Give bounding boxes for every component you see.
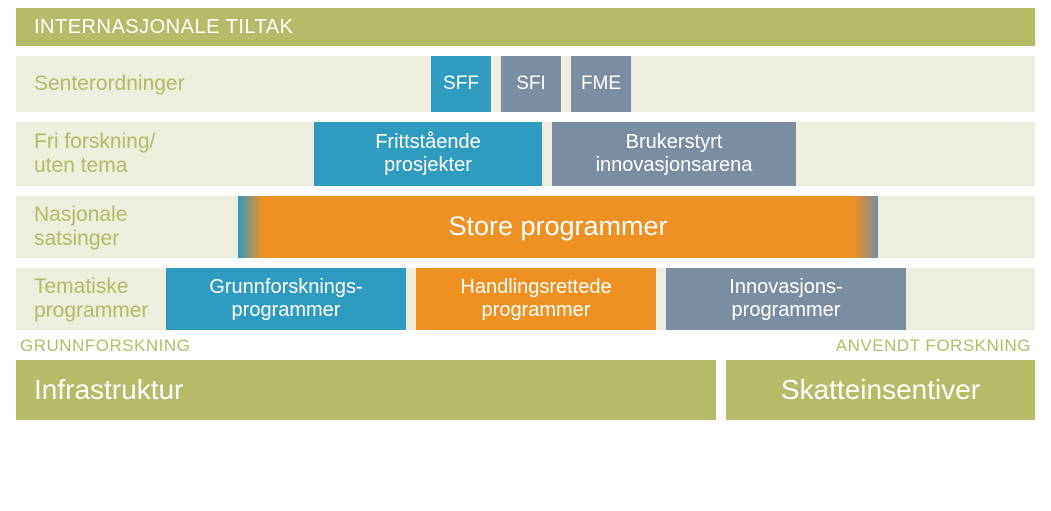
box-fme: FME <box>571 56 631 112</box>
row-label-nasjonale-satsinger: Nasjonalesatsinger <box>16 196 238 258</box>
box-store-programmer: Store programmer <box>238 196 878 258</box>
box-frittst-ende-prosjekter: Frittståendeprosjekter <box>314 122 542 186</box>
axis-right-label: ANVENDT FORSKNING <box>836 336 1031 356</box>
axis-labels: GRUNNFORSKNING ANVENDT FORSKNING <box>16 336 1035 356</box>
row-label-fri-forskning: Fri forskning/uten tema <box>16 122 314 186</box>
row-fri-forskning: Fri forskning/uten tema Frittståendepros… <box>16 122 1035 186</box>
bottom-row: Infrastruktur Skatteinsentiver <box>16 360 1035 420</box>
box-handlingsrettede-programmer: Handlingsrettedeprogrammer <box>416 268 656 330</box>
axis-left-label: GRUNNFORSKNING <box>20 336 190 356</box>
box-brukerstyrt-innovasjonsarena: Brukerstyrtinnovasjonsarena <box>552 122 796 186</box>
header-bar: INTERNASJONALE TILTAK <box>16 8 1035 46</box>
header-label: INTERNASJONALE TILTAK <box>34 16 293 39</box>
funding-structure-diagram: INTERNASJONALE TILTAK Senterordninger SF… <box>16 8 1035 420</box>
box-sfi: SFI <box>501 56 561 112</box>
box-skatteinsentiver: Skatteinsentiver <box>726 360 1035 420</box>
row-label-tematiske-programmer: Tematiskeprogrammer <box>16 268 166 330</box>
box-innovasjons-programmer: Innovasjons-programmer <box>666 268 906 330</box>
row-tematiske-programmer: Tematiskeprogrammer Grunnforsknings-prog… <box>16 268 1035 330</box>
row-senterordninger: Senterordninger SFFSFIFME <box>16 56 1035 112</box>
row-nasjonale-satsinger: Nasjonalesatsinger Store programmer <box>16 196 1035 258</box>
row-label-senterordninger: Senterordninger <box>16 56 431 112</box>
box-infrastruktur: Infrastruktur <box>16 360 716 420</box>
box-grunnforsknings-programmer: Grunnforsknings-programmer <box>166 268 406 330</box>
box-sff: SFF <box>431 56 491 112</box>
